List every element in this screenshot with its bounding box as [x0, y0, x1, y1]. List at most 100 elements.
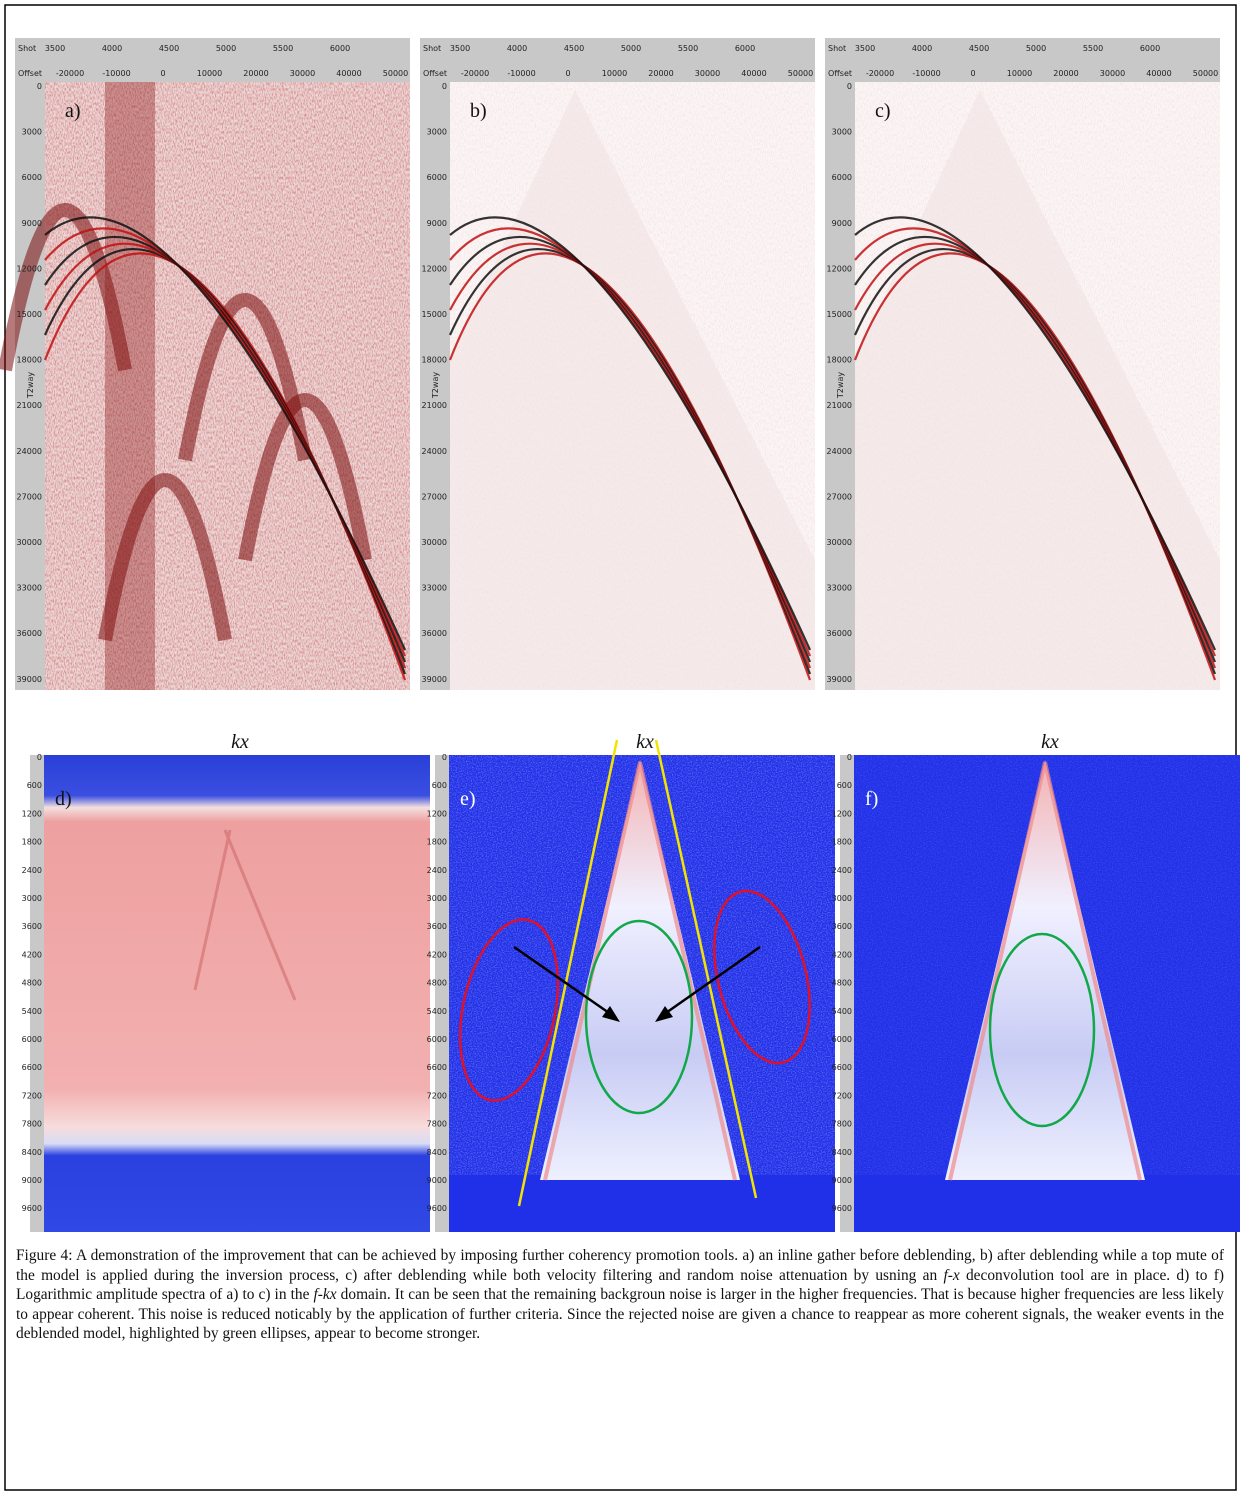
panel-label: d) — [55, 788, 72, 810]
time-tick-label: 15000 — [827, 310, 852, 319]
offset-tick-label: -20000 — [56, 69, 84, 78]
freq-tick-label: 6000 — [832, 1035, 852, 1044]
time-tick-label: 0 — [37, 82, 42, 91]
offset-tick-label: 40000 — [741, 69, 766, 78]
shot-tick-label: 5500 — [1083, 44, 1103, 53]
seismic-panel: b)ShotOffsetT2way35004000450050005500600… — [420, 38, 815, 690]
image-noise — [45, 82, 410, 690]
offset-tick-label: -10000 — [912, 69, 940, 78]
freq-tick-label: 5400 — [22, 1007, 42, 1016]
time-tick-label: 0 — [442, 82, 447, 91]
time-tick-label: 12000 — [17, 264, 42, 273]
freq-tick-label: 8400 — [22, 1148, 42, 1157]
time-tick-label: 18000 — [827, 356, 852, 365]
shot-tick-label: 6000 — [330, 44, 350, 53]
shot-tick-label: 6000 — [1140, 44, 1160, 53]
time-tick-label: 24000 — [17, 447, 42, 456]
freq-tick-label: 9000 — [427, 1176, 447, 1185]
freq-tick-label: 1200 — [22, 809, 42, 818]
axis-title: Offset — [18, 69, 42, 78]
shot-tick-label: 6000 — [735, 44, 755, 53]
offset-tick-label: 20000 — [1053, 69, 1078, 78]
time-tick-label: 21000 — [17, 401, 42, 410]
offset-tick-label: 0 — [970, 69, 975, 78]
freq-tick-label: 3600 — [427, 922, 447, 931]
time-tick-label: 3000 — [832, 128, 852, 137]
offset-tick-label: 30000 — [1100, 69, 1125, 78]
spectrum-title: kx — [1041, 731, 1059, 753]
time-tick-label: 39000 — [827, 675, 852, 684]
time-tick-label: 30000 — [827, 538, 852, 547]
spectrum-bg — [44, 755, 430, 1232]
axis-strip — [840, 755, 854, 1232]
time-tick-label: 15000 — [17, 310, 42, 319]
offset-tick-label: 10000 — [197, 69, 222, 78]
time-tick-label: 12000 — [827, 264, 852, 273]
freq-tick-label: 6000 — [22, 1035, 42, 1044]
freq-tick-label: 7800 — [22, 1120, 42, 1129]
time-tick-label: 27000 — [827, 492, 852, 501]
freq-tick-label: 9600 — [22, 1204, 42, 1213]
time-tick-label: 0 — [847, 82, 852, 91]
time-tick-label: 36000 — [827, 629, 852, 638]
axis-title: T2way — [836, 372, 845, 399]
freq-tick-label: 4800 — [427, 979, 447, 988]
time-tick-label: 6000 — [22, 173, 42, 182]
offset-tick-label: 20000 — [648, 69, 673, 78]
shot-tick-label: 3500 — [450, 44, 470, 53]
freq-tick-label: 7800 — [832, 1120, 852, 1129]
freq-tick-label: 7200 — [22, 1091, 42, 1100]
time-tick-label: 15000 — [422, 310, 447, 319]
offset-tick-label: -20000 — [866, 69, 894, 78]
freq-tick-label: 3000 — [427, 894, 447, 903]
freq-tick-label: 4200 — [832, 950, 852, 959]
freq-tick-label: 0 — [847, 753, 852, 762]
freq-tick-label: 8400 — [832, 1148, 852, 1157]
freq-tick-label: 7800 — [427, 1120, 447, 1129]
caption-term: f-x — [943, 1267, 959, 1284]
axis-title: T2way — [431, 372, 440, 399]
freq-tick-label: 4800 — [832, 979, 852, 988]
freq-tick-label: 7200 — [427, 1091, 447, 1100]
time-tick-label: 24000 — [827, 447, 852, 456]
spectrum-title: kx — [231, 731, 249, 753]
freq-tick-label: 2400 — [427, 866, 447, 875]
time-tick-label: 18000 — [17, 356, 42, 365]
axis-title: Shot — [18, 44, 36, 53]
offset-tick-label: -10000 — [507, 69, 535, 78]
time-tick-label: 30000 — [422, 538, 447, 547]
freq-tick-label: 1800 — [22, 838, 42, 847]
spectrum-panel: kxf)060012001800240030003600420048005400… — [832, 731, 1240, 1232]
offset-tick-label: 10000 — [602, 69, 627, 78]
freq-tick-label: 9000 — [832, 1176, 852, 1185]
time-tick-label: 12000 — [422, 264, 447, 273]
offset-tick-label: 50000 — [788, 69, 813, 78]
offset-tick-label: 30000 — [290, 69, 315, 78]
freq-tick-label: 0 — [442, 753, 447, 762]
shot-tick-label: 4000 — [507, 44, 527, 53]
time-tick-label: 24000 — [422, 447, 447, 456]
time-tick-label: 3000 — [427, 128, 447, 137]
time-tick-label: 9000 — [427, 219, 447, 228]
freq-tick-label: 1200 — [832, 809, 852, 818]
shot-tick-label: 4500 — [969, 44, 989, 53]
time-tick-label: 21000 — [827, 401, 852, 410]
freq-tick-label: 9600 — [427, 1204, 447, 1213]
time-tick-label: 6000 — [832, 173, 852, 182]
freq-tick-label: 0 — [37, 753, 42, 762]
freq-tick-label: 3600 — [22, 922, 42, 931]
time-tick-label: 36000 — [422, 629, 447, 638]
freq-tick-label: 7200 — [832, 1091, 852, 1100]
offset-tick-label: 50000 — [1193, 69, 1218, 78]
spectrum-panel: kxe)060012001800240030003600420048005400… — [427, 731, 835, 1232]
offset-tick-label: 20000 — [243, 69, 268, 78]
freq-tick-label: 4200 — [22, 950, 42, 959]
shot-tick-label: 4000 — [102, 44, 122, 53]
freq-tick-label: 6600 — [427, 1063, 447, 1072]
shot-tick-label: 5000 — [621, 44, 641, 53]
caption-term: f-kx — [314, 1286, 337, 1303]
freq-tick-label: 9600 — [832, 1204, 852, 1213]
axis-title: Offset — [828, 69, 852, 78]
freq-tick-label: 2400 — [22, 866, 42, 875]
